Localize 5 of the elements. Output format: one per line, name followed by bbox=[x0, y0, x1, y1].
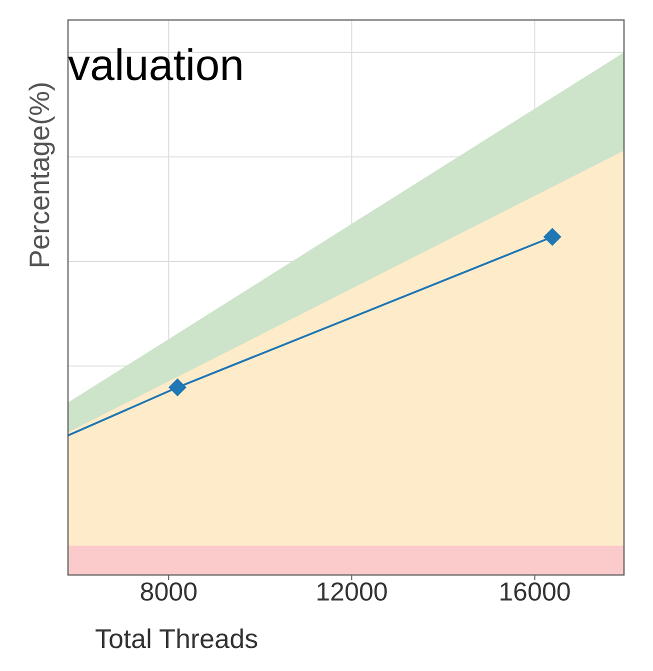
x-tick-label: 12000 bbox=[316, 576, 388, 606]
x-tick-label: 8000 bbox=[140, 576, 198, 606]
y-axis-title: Percentage(%) bbox=[24, 82, 56, 268]
x-axis-title: Total Threads bbox=[95, 624, 258, 655]
x-tick-label: 16000 bbox=[498, 576, 571, 606]
